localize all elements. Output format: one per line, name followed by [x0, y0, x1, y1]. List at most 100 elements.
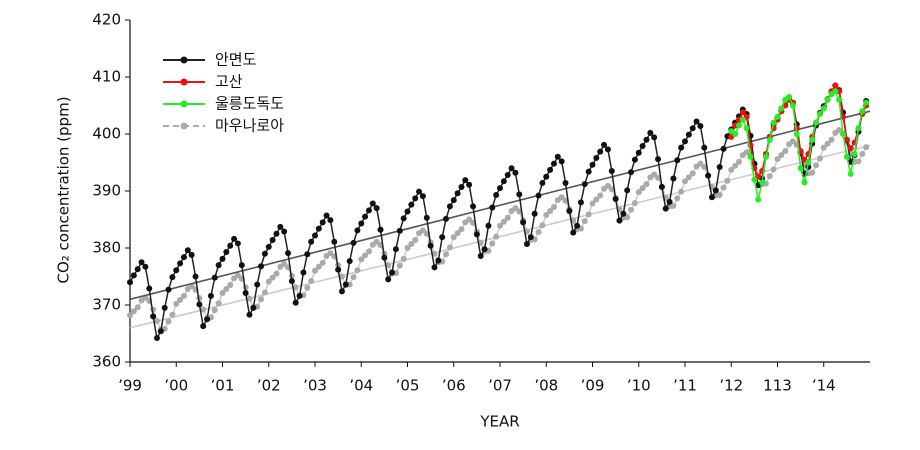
y-tick-label: 360	[92, 353, 121, 371]
data-point	[570, 229, 577, 236]
data-point	[269, 274, 276, 281]
data-point	[520, 219, 527, 226]
data-point	[153, 317, 160, 324]
data-point	[234, 272, 241, 279]
data-point	[350, 239, 357, 246]
data-point	[655, 156, 662, 163]
data-point	[211, 307, 218, 314]
data-point	[373, 238, 380, 245]
data-point	[550, 160, 557, 167]
data-point	[801, 179, 808, 186]
data-point	[836, 127, 843, 134]
data-point	[392, 246, 399, 253]
data-point	[369, 200, 376, 207]
data-point	[416, 188, 423, 195]
data-point	[843, 136, 850, 143]
data-point	[581, 181, 588, 188]
data-point	[809, 169, 816, 176]
data-point	[277, 223, 284, 230]
data-point	[254, 281, 261, 288]
data-point	[261, 289, 268, 296]
data-point	[535, 229, 542, 236]
data-point	[497, 185, 503, 192]
data-point	[666, 198, 673, 205]
data-point	[643, 136, 650, 143]
data-point	[770, 166, 777, 173]
data-point	[708, 194, 715, 201]
data-point	[350, 274, 357, 281]
data-point	[446, 244, 453, 251]
data-point	[851, 150, 858, 157]
data-point	[161, 304, 168, 311]
data-point	[130, 308, 137, 315]
data-point	[450, 234, 457, 241]
x-axis-label: YEAR	[479, 413, 519, 431]
x-tick-label: ’00	[164, 377, 188, 395]
data-point	[381, 254, 388, 261]
data-point	[832, 82, 839, 89]
data-point	[173, 300, 180, 307]
data-point	[404, 245, 411, 251]
data-point	[335, 266, 342, 273]
data-point	[485, 222, 492, 229]
data-point	[281, 260, 288, 267]
data-point	[612, 195, 619, 202]
x-tick-label: ’09	[581, 377, 605, 395]
x-tick-label: ’12	[719, 377, 743, 395]
data-point	[543, 173, 550, 180]
data-point	[481, 246, 488, 253]
data-point	[658, 184, 665, 191]
data-point	[493, 233, 500, 240]
data-point	[365, 207, 372, 214]
data-point	[824, 96, 831, 103]
data-point	[674, 157, 681, 164]
data-point	[786, 93, 793, 100]
data-point	[797, 165, 804, 172]
data-point	[778, 105, 785, 112]
data-point	[732, 162, 739, 169]
legend-label: 고산	[215, 73, 243, 91]
data-point	[550, 203, 557, 210]
data-point	[362, 252, 369, 259]
data-point	[497, 222, 503, 229]
data-point	[204, 316, 211, 323]
data-point	[338, 288, 345, 295]
data-point	[562, 180, 569, 187]
data-point	[362, 213, 369, 220]
legend-label: 안면도	[215, 51, 257, 69]
data-point	[651, 171, 658, 178]
data-point	[608, 168, 615, 175]
legend-marker	[180, 56, 188, 64]
data-point	[739, 116, 746, 123]
data-point	[836, 96, 843, 103]
data-point	[450, 197, 457, 204]
data-point	[188, 251, 195, 258]
data-point	[304, 284, 311, 291]
data-point	[828, 136, 835, 143]
data-point	[300, 269, 307, 276]
data-point	[261, 250, 268, 257]
data-point	[127, 279, 133, 286]
data-point	[319, 219, 326, 226]
legend-marker	[180, 78, 188, 86]
data-point	[589, 161, 596, 168]
data-point	[639, 185, 646, 192]
data-point	[739, 109, 746, 116]
data-point	[639, 142, 646, 149]
data-point	[697, 160, 704, 167]
data-point	[624, 187, 631, 194]
data-point	[712, 187, 719, 194]
data-point	[219, 290, 226, 297]
data-point	[177, 260, 184, 267]
data-point	[373, 205, 380, 212]
data-point	[635, 189, 642, 196]
data-point	[512, 169, 519, 176]
data-point	[631, 156, 638, 163]
data-point	[697, 123, 704, 130]
data-point	[338, 273, 345, 280]
data-point	[396, 262, 403, 269]
data-point	[732, 131, 739, 137]
data-point	[207, 292, 214, 299]
y-axis-label: CO₂ concentration (ppm)	[55, 96, 73, 283]
data-point	[813, 119, 820, 126]
